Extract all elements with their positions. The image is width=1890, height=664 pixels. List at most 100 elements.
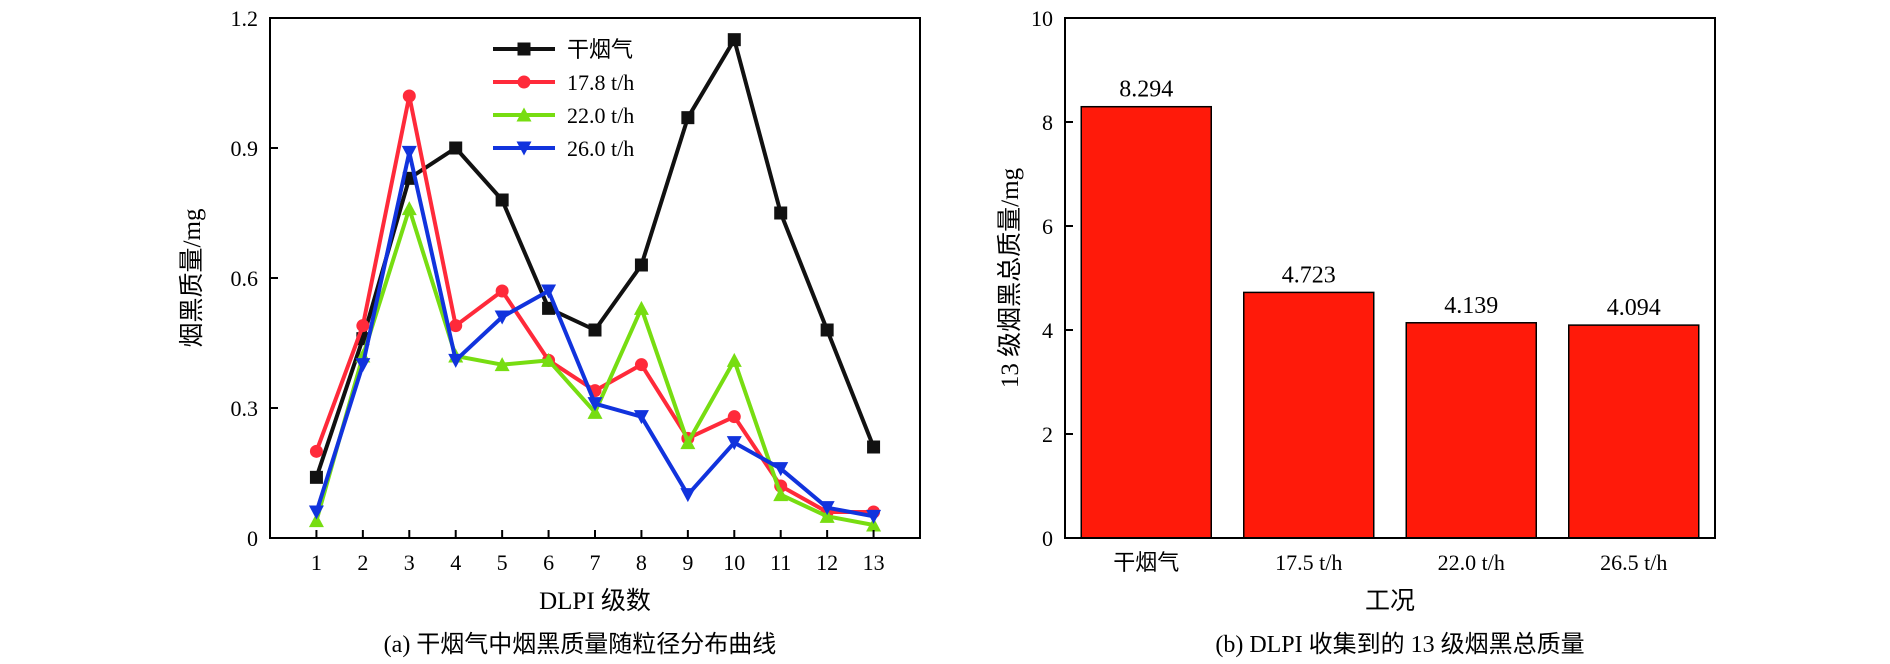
data-point <box>401 145 417 160</box>
legend-label: 17.8 t/h <box>567 70 634 95</box>
data-point <box>680 488 696 503</box>
legend-entry: 26.0 t/h <box>493 136 634 161</box>
data-point <box>773 487 789 502</box>
data-point <box>867 440 881 454</box>
x-tick-label: 22.0 t/h <box>1438 550 1505 575</box>
bar-series-group: 8.294 4.723 4.139 4.094 <box>1080 77 1700 539</box>
x-tick-label: 5 <box>497 550 508 575</box>
data-point <box>402 89 416 103</box>
y-tick-label: 4 <box>1042 318 1053 343</box>
legend-label: 26.0 t/h <box>567 136 634 161</box>
y-tick-label: 0.9 <box>231 136 259 161</box>
legend-marker <box>517 42 531 56</box>
data-point <box>355 358 371 373</box>
x-tick-label: 9 <box>682 550 693 575</box>
x-tick-label: 8 <box>636 550 647 575</box>
y-tick-label: 0 <box>1042 526 1053 551</box>
data-point <box>727 410 741 424</box>
line-plot-frame <box>269 17 921 539</box>
legend-entry: 22.0 t/h <box>493 103 634 128</box>
data-point <box>726 352 742 367</box>
data-point <box>308 505 324 520</box>
legend-entry: 17.8 t/h <box>493 70 634 95</box>
y-tick-label: 10 <box>1031 6 1053 31</box>
x-tick-label: 6 <box>543 550 554 575</box>
legend-entry: 干烟气 <box>493 37 633 62</box>
x-tick-label: 1 <box>311 550 322 575</box>
y-tick-label: 0 <box>247 526 258 551</box>
bar <box>1568 324 1700 539</box>
data-point <box>726 436 742 451</box>
bar <box>1405 322 1537 539</box>
data-point <box>866 517 882 532</box>
bar-chart-caption: (b) DLPI 收集到的 13 级烟黑总质量 <box>1215 631 1584 658</box>
bar-value-label: 4.723 <box>1282 262 1336 288</box>
line-chart-caption: (a) 干烟气中烟黑质量随粒径分布曲线 <box>384 631 777 658</box>
data-point <box>820 323 834 337</box>
x-tick-label: 7 <box>590 550 601 575</box>
x-tick-label: 2 <box>357 550 368 575</box>
x-tick-label: 11 <box>770 550 791 575</box>
data-point <box>774 206 788 220</box>
line-chart-xlabel: DLPI 级数 <box>539 587 651 615</box>
data-point <box>494 310 510 325</box>
data-point <box>356 319 370 333</box>
data-point <box>541 284 557 299</box>
x-tick-label: 3 <box>404 550 415 575</box>
data-point <box>309 444 323 458</box>
x-tick-label: 10 <box>723 550 745 575</box>
data-point <box>542 301 556 315</box>
legend-marker <box>516 107 532 122</box>
data-point <box>634 258 648 272</box>
data-point <box>495 193 509 207</box>
bar-value-label: 4.094 <box>1607 295 1661 321</box>
data-point <box>449 141 463 155</box>
data-point <box>681 111 695 125</box>
y-tick-label: 0.6 <box>231 266 259 291</box>
y-tick-label: 8 <box>1042 110 1053 135</box>
x-tick-label: 26.5 t/h <box>1600 550 1667 575</box>
data-point <box>633 300 649 315</box>
series <box>308 145 882 524</box>
data-point <box>680 435 696 450</box>
bar-value-label: 8.294 <box>1119 77 1173 103</box>
data-point <box>308 513 324 528</box>
data-point <box>494 357 510 372</box>
line-series-group <box>308 33 882 532</box>
bar-chart-ylabel: 13 级烟黑总质量/mg <box>996 167 1024 388</box>
x-tick-label: 4 <box>450 550 461 575</box>
data-point <box>727 33 741 47</box>
y-tick-label: 0.3 <box>231 396 259 421</box>
x-tick-label: 17.5 t/h <box>1275 550 1342 575</box>
data-point <box>866 509 882 524</box>
line-legend: 干烟气 17.8 t/h 22.0 t/h 26.0 t/h <box>493 37 634 161</box>
bar-value-label: 4.139 <box>1444 293 1498 319</box>
legend-label: 干烟气 <box>567 37 633 62</box>
data-point <box>634 358 648 372</box>
data-point <box>541 352 557 367</box>
legend-marker <box>517 75 531 89</box>
bar <box>1080 105 1212 539</box>
data-point <box>819 501 835 516</box>
data-point <box>309 470 323 484</box>
y-tick-label: 1.2 <box>231 6 259 31</box>
data-point <box>449 319 463 333</box>
data-point <box>448 353 464 368</box>
line-chart-ylabel: 烟黑质量/mg <box>178 208 206 347</box>
bar-chart: 8.294 4.723 4.139 4.094 干烟气 17.5 t/h 22.0 t/h… <box>996 6 1716 658</box>
y-tick-label: 2 <box>1042 422 1053 447</box>
x-tick-label: 干烟气 <box>1113 550 1179 575</box>
x-tick-label: 12 <box>816 550 838 575</box>
bar-chart-xlabel: 工况 <box>1365 588 1415 615</box>
data-point <box>495 284 509 298</box>
data-point <box>401 201 417 216</box>
legend-label: 22.0 t/h <box>567 103 634 128</box>
data-point <box>587 404 603 419</box>
y-tick-label: 6 <box>1042 214 1053 239</box>
bar-plot-frame <box>1064 17 1716 539</box>
data-point <box>819 508 835 523</box>
data-point <box>633 410 649 425</box>
